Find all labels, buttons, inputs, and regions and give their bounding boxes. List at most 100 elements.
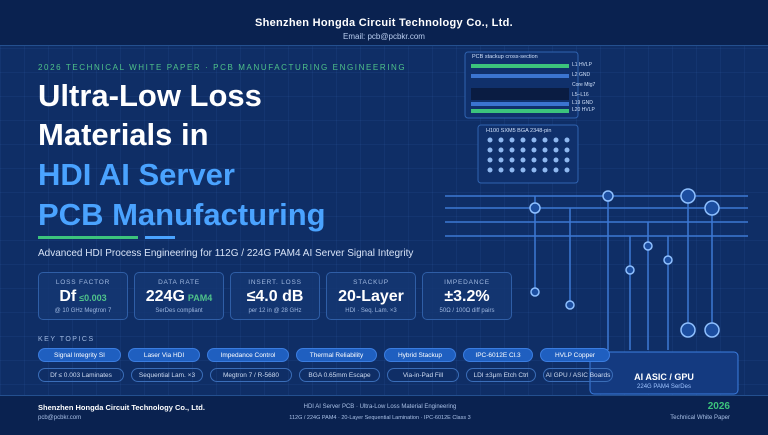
stat-accent: PAM4 xyxy=(187,293,213,303)
footer: Shenzhen Hongda Circuit Technology Co., … xyxy=(0,395,768,435)
bga-ball xyxy=(531,147,537,153)
stat-label: LOSS FACTOR xyxy=(55,279,111,286)
footer-line: HDI AI Server PCB · Ultra-Low Loss Mater… xyxy=(303,404,457,410)
asic-title: AI ASIC / GPU xyxy=(634,372,694,382)
kicker: 2026 TECHNICAL WHITE PAPER · PCB MANUFAC… xyxy=(38,63,407,72)
title-line: HDI AI Server xyxy=(38,157,235,192)
stat-value: 224G xyxy=(145,288,185,305)
stat-value: Df xyxy=(59,288,77,305)
bga-ball xyxy=(553,167,559,173)
bga-ball xyxy=(553,137,559,143)
stat-value-row: Df ≤0.003 xyxy=(39,288,127,306)
stat-note: @ 10 GHz Megtron 7 xyxy=(54,308,112,314)
stat-label: INSERT. LOSS xyxy=(248,279,302,286)
bga-ball xyxy=(542,137,548,143)
bga-ball xyxy=(498,167,504,173)
bga-ball xyxy=(487,147,493,153)
stackup-title: PCB stackup cross-section xyxy=(472,54,538,60)
footer-email: pcb@pcbkr.com xyxy=(38,415,82,421)
header: Shenzhen Hongda Circuit Technology Co., … xyxy=(0,0,768,46)
layer-label: L20 HVLP xyxy=(572,107,595,113)
bga-ball xyxy=(509,147,515,153)
topic-chip: Thermal Reliability xyxy=(296,348,377,362)
bga-ball xyxy=(487,157,493,163)
stat-label: STACKUP xyxy=(353,279,389,286)
bga-ball xyxy=(553,147,559,153)
asic-subtitle: 224G PAM4 SerDes xyxy=(637,384,691,390)
bga-ball xyxy=(487,137,493,143)
bga-ball xyxy=(509,157,515,163)
stat-note: 50Ω / 100Ω diff pairs xyxy=(439,308,495,314)
bga-ball xyxy=(531,137,537,143)
stat-note: HDI · Seq. Lam. ×3 xyxy=(345,308,397,314)
layer-label: L5–L16 xyxy=(572,92,589,98)
footer-doc: Technical White Paper xyxy=(670,415,730,421)
stat-card: INSERT. LOSS ≤4.0 dB per 12 in @ 28 GHz xyxy=(230,272,320,320)
stat-card: LOSS FACTOR Df ≤0.003 @ 10 GHz Megtron 7 xyxy=(38,272,128,320)
layer-label: Core Mtg7 xyxy=(572,82,596,88)
bga-ball xyxy=(531,157,537,163)
layer-label: L2 GND xyxy=(572,72,591,78)
topics-heading: KEY TOPICS xyxy=(38,336,95,343)
stat-note: SerDes compliant xyxy=(155,308,203,314)
stat-card: IMPEDANCE ±3.2% 50Ω / 100Ω diff pairs xyxy=(422,272,512,320)
rule xyxy=(145,236,175,239)
bga-ball xyxy=(498,157,504,163)
topic-chip: LDI ±3μm Etch Ctrl xyxy=(466,368,536,382)
topic-chip: Df ≤ 0.003 Laminates xyxy=(38,368,124,382)
bga-ball xyxy=(498,147,504,153)
bga-ball xyxy=(542,157,548,163)
stat-card: STACKUP 20-Layer HDI · Seq. Lam. ×3 xyxy=(326,272,416,320)
stat-value: 20-Layer xyxy=(338,288,404,305)
stat-value-row: ≤4.0 dB xyxy=(231,288,319,306)
bga-ball xyxy=(564,157,570,163)
bga-ball xyxy=(564,147,570,153)
topic-chip: Sequential Lam. ×3 xyxy=(131,368,203,382)
bga-ball xyxy=(520,157,526,163)
layer-label: L19 GND xyxy=(572,100,593,106)
footer-line: 112G / 224G PAM4 · 20-Layer Sequential L… xyxy=(289,415,471,421)
topic-chip: Megtron 7 / R-5680 xyxy=(210,368,292,382)
topic-chip: Via-in-Pad Fill xyxy=(387,368,459,382)
subtitle: Advanced HDI Process Engineering for 112… xyxy=(38,248,414,259)
stat-note: per 12 in @ 28 GHz xyxy=(248,308,302,314)
title-line: Materials in xyxy=(38,117,209,152)
topic-chip: Hybrid Stackup xyxy=(384,348,456,362)
stat-value-row: 224G PAM4 xyxy=(135,288,223,306)
bga-ball xyxy=(498,137,504,143)
company: Shenzhen Hongda Circuit Technology Co., … xyxy=(254,17,514,29)
stat-value-row: 20-Layer xyxy=(327,288,415,306)
topic-chip: Signal Integrity SI xyxy=(38,348,121,362)
stat-accent: ≤0.003 xyxy=(79,293,107,303)
bga-ball xyxy=(542,147,548,153)
bga-ball xyxy=(520,167,526,173)
bga-ball xyxy=(564,137,570,143)
topic-chip: Impedance Control xyxy=(207,348,289,362)
footer-company: Shenzhen Hongda Circuit Technology Co., … xyxy=(38,403,205,412)
title-line: PCB Manufacturing xyxy=(38,197,326,232)
bga-ball xyxy=(509,137,515,143)
stat-value: ±3.2% xyxy=(444,288,490,305)
bga-ball xyxy=(520,137,526,143)
bga-ball xyxy=(542,167,548,173)
stat-card: DATA RATE 224G PAM4 SerDes compliant xyxy=(134,272,224,320)
topic-chip: AI GPU / ASIC Boards xyxy=(543,368,613,382)
bga-ball xyxy=(553,157,559,163)
rule xyxy=(38,236,138,239)
bga-ball xyxy=(509,167,515,173)
email: Email: pcb@pcbkr.com xyxy=(343,32,425,41)
stat-value-row: ±3.2% xyxy=(423,288,511,306)
bga-ball xyxy=(520,147,526,153)
stat-label: DATA RATE xyxy=(158,279,200,286)
stat-value: ≤4.0 dB xyxy=(246,288,304,305)
footer-year: 2026 xyxy=(707,401,730,412)
bga-ball xyxy=(564,167,570,173)
layer-label: L1 HVLP xyxy=(572,62,593,68)
topic-chip: BGA 0.65mm Escape xyxy=(299,368,380,382)
stat-label: IMPEDANCE xyxy=(444,279,490,286)
bga-title: H100 SXM5 BGA 2348-pin xyxy=(486,128,552,134)
bga-ball xyxy=(487,167,493,173)
topic-chip: HVLP Copper xyxy=(540,348,610,362)
